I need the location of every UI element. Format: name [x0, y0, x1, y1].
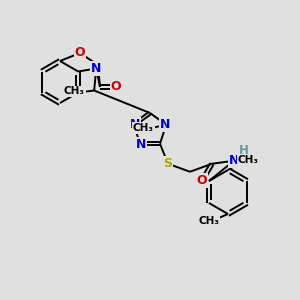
- Text: O: O: [197, 174, 207, 187]
- Text: N: N: [91, 62, 101, 75]
- Text: N: N: [130, 118, 140, 131]
- Text: S: S: [164, 157, 172, 170]
- Text: H: H: [239, 144, 249, 157]
- Text: N: N: [160, 118, 170, 131]
- Text: N: N: [229, 154, 239, 167]
- Text: CH₃: CH₃: [199, 216, 220, 226]
- Text: O: O: [111, 80, 121, 94]
- Text: CH₃: CH₃: [64, 86, 85, 97]
- Text: CH₃: CH₃: [133, 123, 154, 133]
- Text: O: O: [75, 46, 85, 59]
- Text: CH₃: CH₃: [238, 155, 259, 165]
- Text: N: N: [136, 138, 146, 151]
